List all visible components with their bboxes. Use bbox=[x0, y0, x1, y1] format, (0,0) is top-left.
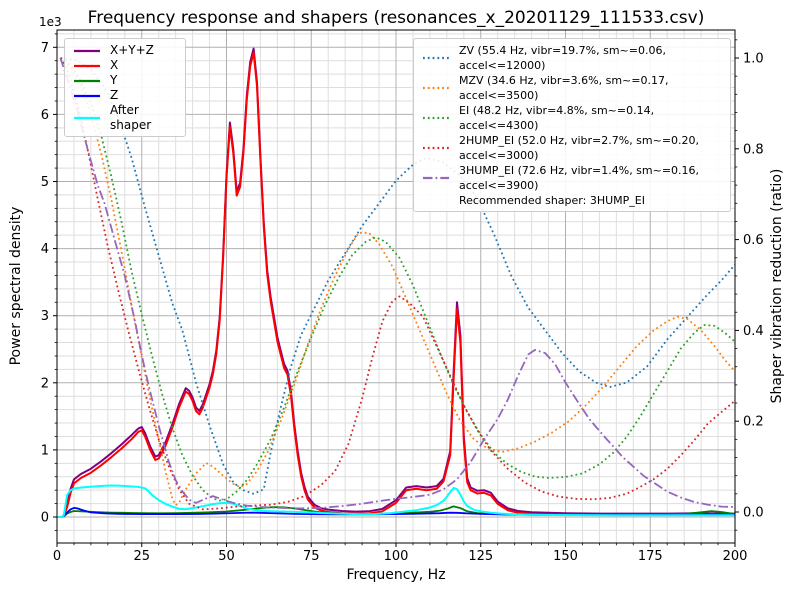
ticks: 0 25 50 75 100 125 150 175 200 0 1 2 3 4 5 6 7 0.0 0.2 0.4 0… bbox=[41, 33, 764, 564]
y-axis-offset-text: 1e3 bbox=[39, 15, 62, 29]
y-left-tick-label: 6 bbox=[41, 108, 49, 123]
x-tick-label: 50 bbox=[218, 549, 235, 564]
x-tick-label: 0 bbox=[53, 549, 61, 564]
x-tick-label: 175 bbox=[638, 549, 663, 564]
x-tick-label: 25 bbox=[133, 549, 150, 564]
legend-item-label: 3HUMP_EI (72.6 Hz, vibr=1.4%, sm~=0.16, … bbox=[459, 164, 700, 192]
legend-item: Y bbox=[72, 73, 177, 88]
y-left-tick-label: 4 bbox=[41, 242, 49, 257]
legend-note-recommended-shaper: Recommended shaper: 3HUMP_EI bbox=[459, 194, 645, 207]
y-left-tick-label: 5 bbox=[41, 175, 49, 190]
y-right-tick-label: 0.8 bbox=[743, 142, 764, 157]
legend-item-label: Z bbox=[110, 88, 119, 102]
legend-swatch-dashdot bbox=[423, 176, 449, 180]
x-tick-label: 200 bbox=[723, 549, 748, 564]
x-axis-label: Frequency, Hz bbox=[346, 567, 446, 583]
legend-item: ZV (55.4 Hz, vibr=19.7%, sm~=0.06, accel… bbox=[421, 43, 722, 73]
legend-swatch-solid bbox=[74, 49, 100, 52]
y-right-tick-label: 0.4 bbox=[743, 324, 764, 339]
y-right-axis-label: Shaper vibration reduction (ratio) bbox=[769, 168, 785, 404]
legend-item: After shaper bbox=[72, 103, 177, 133]
legend-item: Z bbox=[72, 88, 177, 103]
legend-item-label: After shaper bbox=[110, 103, 152, 132]
series-mzv bbox=[59, 57, 736, 507]
x-tick-label: 150 bbox=[553, 549, 578, 564]
x-tick-label: 125 bbox=[468, 549, 493, 564]
legend-swatch-dotted bbox=[423, 56, 449, 60]
y-left-tick-label: 7 bbox=[41, 41, 49, 56]
y-right-tick-label: 1.0 bbox=[743, 52, 764, 67]
y-right-tick-label: 0.0 bbox=[743, 506, 764, 521]
series-ei bbox=[59, 57, 736, 502]
y-left-tick-label: 2 bbox=[41, 376, 49, 391]
legend-item: 3HUMP_EI (72.6 Hz, vibr=1.4%, sm~=0.16, … bbox=[421, 163, 722, 193]
y-right-tick-label: 0.2 bbox=[743, 415, 764, 430]
legend-item-label: X+Y+Z bbox=[110, 43, 154, 57]
legend-left: X+Y+Z X Y Z After shaper bbox=[64, 38, 186, 137]
y-right-tick-label: 0.6 bbox=[743, 233, 764, 248]
legend-swatch-solid bbox=[74, 64, 100, 67]
legend-item-label: ZV (55.4 Hz, vibr=19.7%, sm~=0.06, accel… bbox=[459, 44, 666, 72]
legend-swatch-dotted bbox=[423, 86, 449, 90]
chart-title: Frequency response and shapers (resonanc… bbox=[87, 8, 705, 28]
x-tick-label: 100 bbox=[384, 549, 409, 564]
legend-item: EI (48.2 Hz, vibr=4.8%, sm~=0.14, accel<… bbox=[421, 103, 722, 133]
y-left-tick-label: 0 bbox=[41, 511, 49, 526]
legend-item: X+Y+Z bbox=[72, 43, 177, 58]
y-left-tick-label: 3 bbox=[41, 309, 49, 324]
legend-swatch-dotted bbox=[423, 116, 449, 120]
legend-item-label: X bbox=[110, 58, 119, 72]
legend-right: ZV (55.4 Hz, vibr=19.7%, sm~=0.06, accel… bbox=[413, 38, 731, 212]
series-after-shaper bbox=[57, 484, 735, 518]
legend-swatch-solid bbox=[74, 116, 100, 120]
legend-item-label: Y bbox=[110, 73, 118, 87]
legend-item: 2HUMP_EI (52.0 Hz, vibr=2.7%, sm~=0.20, … bbox=[421, 133, 722, 163]
legend-item-label: MZV (34.6 Hz, vibr=3.6%, sm~=0.17, accel… bbox=[459, 74, 669, 102]
series-zv bbox=[60, 57, 736, 495]
legend-item: X bbox=[72, 58, 177, 73]
y-left-axis-label: Power spectral density bbox=[8, 206, 24, 366]
legend-item-label: 2HUMP_EI (52.0 Hz, vibr=2.7%, sm~=0.20, … bbox=[459, 134, 700, 162]
legend-swatch-solid bbox=[74, 79, 100, 82]
y-left-tick-label: 1 bbox=[41, 443, 49, 458]
legend-item: MZV (34.6 Hz, vibr=3.6%, sm~=0.17, accel… bbox=[421, 73, 722, 103]
series-x bbox=[57, 51, 736, 518]
legend-item-label: EI (48.2 Hz, vibr=4.8%, sm~=0.14, accel<… bbox=[459, 104, 655, 132]
legend-swatch-dotted bbox=[423, 146, 449, 150]
series-3hump-ei bbox=[59, 57, 736, 510]
legend-swatch-solid bbox=[74, 94, 100, 97]
x-tick-label: 75 bbox=[303, 549, 320, 564]
series-group bbox=[57, 47, 736, 518]
